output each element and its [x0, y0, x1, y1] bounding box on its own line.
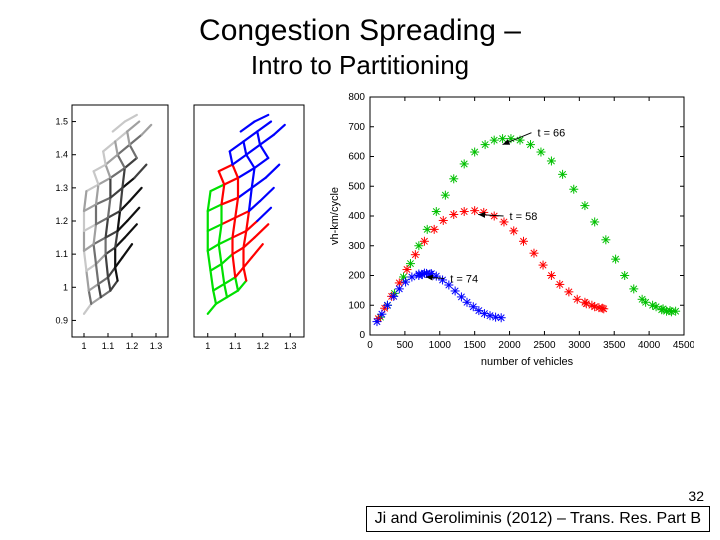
svg-text:800: 800	[348, 92, 365, 103]
svg-text:600: 600	[348, 152, 365, 163]
left-map-panel: 0.9 1 1.1 1.2 1.3 1.4 1.5 1 1.1 1.2 1.3	[44, 99, 174, 364]
svg-text:0: 0	[359, 330, 365, 341]
svg-text:1: 1	[205, 341, 210, 351]
svg-text:100: 100	[348, 300, 365, 311]
svg-text:1: 1	[63, 282, 68, 292]
svg-text:vh-km/cycle: vh-km/cycle	[329, 187, 341, 245]
svg-text:0.9: 0.9	[55, 315, 68, 325]
svg-text:4000: 4000	[638, 340, 661, 351]
svg-text:3000: 3000	[568, 340, 591, 351]
citation-box: Ji and Geroliminis (2012) – Trans. Res. …	[366, 506, 710, 532]
svg-text:1.2: 1.2	[55, 216, 68, 226]
svg-text:4500: 4500	[673, 340, 694, 351]
left-map-svg: 0.9 1 1.1 1.2 1.3 1.4 1.5 1 1.1 1.2 1.3	[44, 99, 174, 359]
figure-row: 0.9 1 1.1 1.2 1.3 1.4 1.5 1 1.1 1.2 1.3 1 1.1 1.2 1.3…	[0, 99, 720, 374]
svg-text:t = 66: t = 66	[537, 128, 565, 140]
svg-text:t = 58: t = 58	[510, 211, 538, 223]
scatter-svg: 0 100 200 300 400 500 600 700 800 0 500 1000 1500 200…	[324, 89, 694, 369]
svg-text:1.5: 1.5	[55, 117, 68, 127]
right-map-svg: 1 1.1 1.2 1.3	[180, 99, 310, 359]
svg-text:1.4: 1.4	[55, 150, 68, 160]
svg-text:number of vehicles: number of vehicles	[481, 356, 574, 368]
scatter-panel: 0 100 200 300 400 500 600 700 800 0 500 1000 1500 200…	[324, 89, 694, 374]
footer: 32 Ji and Geroliminis (2012) – Trans. Re…	[366, 488, 710, 532]
svg-text:400: 400	[348, 211, 365, 222]
svg-text:2500: 2500	[533, 340, 556, 351]
svg-text:1.1: 1.1	[229, 341, 242, 351]
title-block: Congestion Spreading – Intro to Partitio…	[0, 0, 720, 81]
title-main: Congestion Spreading –	[0, 14, 720, 48]
svg-text:1000: 1000	[429, 340, 452, 351]
svg-text:1.3: 1.3	[150, 341, 163, 351]
svg-text:1.2: 1.2	[126, 341, 139, 351]
svg-text:1500: 1500	[464, 340, 487, 351]
svg-text:500: 500	[397, 340, 414, 351]
svg-text:2000: 2000	[498, 340, 521, 351]
svg-text:300: 300	[348, 241, 365, 252]
svg-text:1.3: 1.3	[55, 183, 68, 193]
svg-text:500: 500	[348, 181, 365, 192]
svg-text:t = 74: t = 74	[450, 273, 478, 285]
svg-text:1.3: 1.3	[284, 341, 297, 351]
right-map-panel: 1 1.1 1.2 1.3	[180, 99, 310, 364]
svg-text:1.2: 1.2	[256, 341, 269, 351]
svg-text:1.1: 1.1	[102, 341, 115, 351]
svg-text:0: 0	[367, 340, 373, 351]
svg-text:200: 200	[348, 271, 365, 282]
svg-text:1.1: 1.1	[55, 249, 68, 259]
svg-text:3500: 3500	[603, 340, 626, 351]
page-number: 32	[366, 488, 710, 504]
title-sub: Intro to Partitioning	[0, 50, 720, 81]
svg-text:700: 700	[348, 122, 365, 133]
svg-text:1: 1	[81, 341, 86, 351]
